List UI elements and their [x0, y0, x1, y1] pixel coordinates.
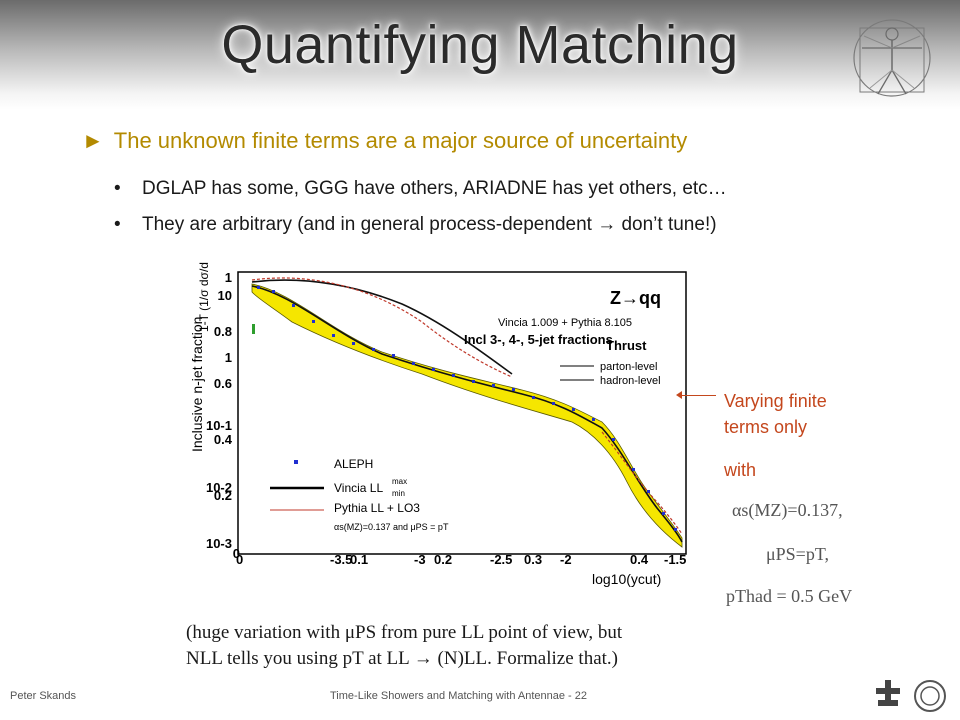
- footer-author: Peter Skands: [10, 690, 77, 702]
- generator-label: Vincia 1.009 + Pythia 8.105: [498, 317, 632, 329]
- thrust-label: Thrust: [606, 338, 647, 353]
- uncertainty-band: [251, 283, 683, 548]
- annotation-with: with: [724, 460, 757, 480]
- ytick-0.4: 0.4: [214, 432, 233, 447]
- vitruvian-man-logo: [853, 19, 931, 97]
- title-band: [0, 0, 960, 110]
- sub-bullet-1: • DGLAP has some, GGG have others, ARIAD…: [114, 178, 924, 200]
- ytick-0.1: 10-1: [206, 418, 232, 433]
- pythia-curve: [251, 277, 513, 378]
- xtick-a-4: -2: [560, 552, 572, 567]
- vincia-curve-upper: [251, 279, 513, 375]
- param-mu: μPS=pT,: [766, 544, 829, 564]
- aleph-data-points: [257, 286, 677, 531]
- dot-bullet-icon: •: [114, 178, 121, 199]
- xtick-a-5: -1.5: [664, 552, 686, 567]
- annotation-line2: terms only: [724, 417, 808, 437]
- ytick-0.001: 10-3: [206, 536, 232, 551]
- param-pthad: pThad = 0.5 GeV: [726, 586, 853, 606]
- xtick-b-4: 0.4: [630, 552, 649, 567]
- y-axis-label-alt: 1-T (1/σ dσ/d(1-T): [197, 262, 211, 332]
- plot-frame: [237, 271, 687, 555]
- aleph-legend-marker: [294, 460, 298, 464]
- slide-title: Quantifying Matching: [221, 15, 739, 75]
- ytick-0.2: 0.2: [214, 488, 232, 503]
- process-label: Z→qq: [610, 288, 661, 308]
- footnote: (huge variation with μPS from pure LL po…: [186, 620, 746, 672]
- ytick-0.8: 0.8: [214, 324, 232, 339]
- ytick-0: 0: [233, 546, 240, 561]
- ytick-0.6: 0.6: [214, 376, 232, 391]
- annotation-pointer-line: [680, 395, 716, 396]
- main-bullet-text: The unknown finite terms are a major sou…: [113, 128, 688, 153]
- legend-vincia-min: min: [392, 489, 405, 498]
- legend-vincia: Vincia LL: [334, 481, 383, 495]
- hadron-label: hadron-level: [600, 375, 661, 387]
- parton-label: parton-level: [600, 361, 657, 373]
- param-alpha: αs(MZ)=0.137,: [732, 500, 843, 520]
- annotation-line1: Varying finite: [724, 391, 827, 411]
- xtick-b-0: 0: [236, 552, 243, 567]
- ytick-log-1: 1: [225, 350, 232, 365]
- dot-bullet-icon: •: [114, 214, 121, 235]
- main-bullet: ► The unknown finite terms are a major so…: [82, 128, 912, 154]
- ytick-1: 1: [225, 270, 232, 285]
- legend-alpha-note: αs(MZ)=0.137 and μPS = pT: [334, 522, 449, 532]
- footnote-line1: (huge variation with μPS from pure LL po…: [186, 622, 623, 643]
- xtick-a-1: -3.5: [330, 552, 352, 567]
- fermilab-logo-icon: [876, 680, 900, 706]
- cern-logo-icon: [914, 680, 946, 712]
- observable-label: Incl 3-, 4-, 5-jet fractions: [464, 332, 613, 347]
- triangle-bullet-icon: ►: [82, 128, 104, 153]
- jet-fraction-plot: 1 10 0.8 1 0.6 10-1 0.4 10-2 0.2 10-3 0 …: [182, 262, 702, 612]
- annotation: Varying finite terms only: [724, 388, 827, 440]
- xtick-a-2: -3: [414, 552, 426, 567]
- xtick-b-3: 0.3: [524, 552, 542, 567]
- footnote-line2: NLL tells you using pT at LL → (N)LL. Fo…: [186, 648, 618, 669]
- sub-bullet-2-text: They are arbitrary (and in general proce…: [142, 214, 717, 235]
- xtick-a-3: -2.5: [490, 552, 512, 567]
- ytick-0.01: 10-2: [206, 480, 232, 495]
- green-marker: [252, 324, 255, 334]
- legend-pythia: Pythia LL + LO3: [334, 501, 420, 515]
- x-axis-label: log10(ycut): [592, 571, 661, 587]
- xtick-b-2: 0.2: [434, 552, 452, 567]
- y-axis-label: Inclusive n-jet fraction: [189, 317, 205, 452]
- ytick-10: 10: [218, 288, 232, 303]
- pythia-curve-2: [601, 431, 683, 535]
- sub-bullet-1-text: DGLAP has some, GGG have others, ARIADNE…: [142, 178, 727, 199]
- institution-logos: [876, 680, 946, 712]
- footer-title: Time-Like Showers and Matching with Ante…: [330, 690, 588, 702]
- annotation-arrow-icon: [676, 391, 682, 399]
- xtick-b-1: 0.1: [350, 552, 368, 567]
- legend-aleph: ALEPH: [334, 457, 373, 471]
- sub-bullet-2: • They are arbitrary (and in general pro…: [114, 214, 924, 236]
- legend-vincia-max: max: [392, 477, 407, 486]
